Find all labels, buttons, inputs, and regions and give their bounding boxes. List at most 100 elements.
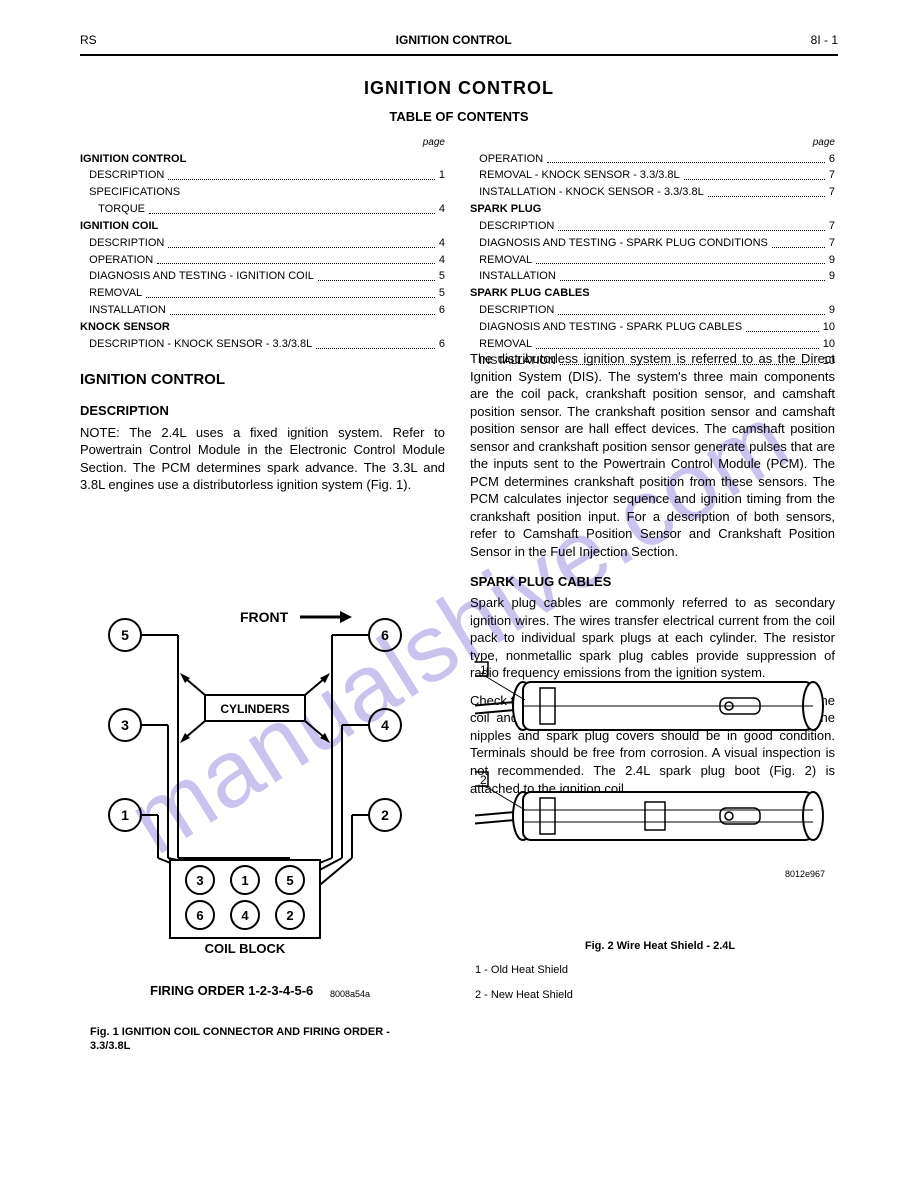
- toc-row[interactable]: OPERATION4: [80, 253, 445, 268]
- toc-label: DESCRIPTION: [80, 168, 164, 183]
- fig2-key1: 1 - Old Heat Shield: [475, 963, 845, 978]
- toc-right-rows: OPERATION6 REMOVAL - KNOCK SENSOR - 3.3/…: [470, 152, 835, 369]
- body-left: IGNITION CONTROL DESCRIPTION NOTE: The 2…: [80, 350, 445, 504]
- toc-label: REMOVAL - KNOCK SENSOR - 3.3/3.8L: [470, 168, 680, 183]
- svg-text:3: 3: [121, 717, 129, 733]
- toc-label: DESCRIPTION: [470, 303, 554, 318]
- figure-1: FRONT 5 3 1 6 4 2 CY: [90, 600, 430, 1054]
- toc-row[interactable]: SPARK PLUG: [470, 202, 835, 217]
- right-para1: The distributorless ignition system is r…: [470, 350, 835, 561]
- header-rule: [80, 54, 838, 56]
- fig1-id: 8008a54a: [330, 988, 370, 1000]
- toc-row[interactable]: INSTALLATION - KNOCK SENSOR - 3.3/3.8L7: [470, 185, 835, 200]
- toc-label: OPERATION: [80, 253, 153, 268]
- svg-text:COIL BLOCK: COIL BLOCK: [205, 941, 286, 956]
- hdr-center: IGNITION CONTROL: [396, 32, 512, 48]
- toc-right: page OPERATION6 REMOVAL - KNOCK SENSOR -…: [470, 136, 835, 370]
- toc-left: page IGNITION CONTROL DESCRIPTION 1 SPECI…: [80, 136, 445, 354]
- toc-label: INSTALLATION: [80, 303, 166, 318]
- h2-spark-cables: SPARK PLUG CABLES: [470, 573, 835, 591]
- toc-dots: [558, 230, 825, 231]
- toc-page: 7: [829, 168, 835, 183]
- toc-page: 6: [439, 303, 445, 318]
- toc-label: DIAGNOSIS AND TESTING - SPARK PLUG CONDI…: [470, 236, 768, 251]
- toc-row[interactable]: REMOVAL 5: [80, 286, 445, 301]
- toc-row[interactable]: DIAGNOSIS AND TESTING - SPARK PLUG CABLE…: [470, 320, 835, 335]
- fig2-svg: 1 2: [475, 650, 845, 930]
- hdr-right: 8I - 1: [811, 32, 838, 48]
- fig2-key2: 2 - New Heat Shield: [475, 988, 845, 1003]
- fig1-caption: Fig. 1 IGNITION COIL CONNECTOR AND FIRIN…: [90, 1025, 430, 1055]
- toc-dots: [316, 348, 435, 349]
- toc-label: SPARK PLUG CABLES: [470, 286, 590, 301]
- toc-label: INSTALLATION: [470, 269, 556, 284]
- toc-dots: [558, 314, 825, 315]
- toc-dots: [708, 196, 825, 197]
- svg-text:4: 4: [381, 717, 389, 733]
- toc-dots: [746, 331, 819, 332]
- toc-row[interactable]: DESCRIPTION7: [470, 219, 835, 234]
- svg-text:6: 6: [196, 908, 203, 923]
- toc-label: IGNITION COIL: [80, 219, 158, 234]
- svg-text:1: 1: [121, 807, 129, 823]
- svg-text:FIRING ORDER 1-2-3-4-5-6: FIRING ORDER 1-2-3-4-5-6: [150, 983, 313, 998]
- toc-dots: [170, 314, 435, 315]
- fig1-svg: FRONT 5 3 1 6 4 2 CY: [90, 600, 420, 1000]
- toc-dots: [149, 213, 435, 214]
- toc-dots: [547, 162, 825, 163]
- toc-row[interactable]: INSTALLATION 9: [470, 269, 835, 284]
- toc-page: 10: [823, 320, 835, 335]
- toc-page: 7: [829, 236, 835, 251]
- page-header: RS IGNITION CONTROL 8I - 1: [80, 32, 838, 48]
- svg-text:4: 4: [241, 908, 249, 923]
- toc-page: 9: [829, 303, 835, 318]
- toc-page: 9: [829, 269, 835, 284]
- toc-dots: [772, 247, 825, 248]
- toc-row[interactable]: REMOVAL - KNOCK SENSOR - 3.3/3.8L 7: [470, 168, 835, 183]
- toc-title: TABLE OF CONTENTS: [80, 108, 838, 126]
- toc-row[interactable]: OPERATION6: [470, 152, 835, 167]
- toc-row[interactable]: DESCRIPTION4: [80, 236, 445, 251]
- toc-label: IGNITION CONTROL: [80, 152, 186, 167]
- svg-text:2: 2: [381, 807, 389, 823]
- toc-row[interactable]: IGNITION CONTROL: [80, 152, 445, 167]
- toc-page: 9: [829, 253, 835, 268]
- toc-row[interactable]: IGNITION COIL: [80, 219, 445, 234]
- toc-row[interactable]: SPECIFICATIONS: [80, 185, 445, 200]
- toc-label: DESCRIPTION: [80, 236, 164, 251]
- svg-text:2: 2: [286, 908, 293, 923]
- fig2-caption: Fig. 2 Wire Heat Shield - 2.4L: [475, 939, 845, 954]
- toc-dots: [536, 348, 819, 349]
- toc-row[interactable]: DIAGNOSIS AND TESTING - SPARK PLUG CONDI…: [470, 236, 835, 251]
- toc-dots: [684, 179, 825, 180]
- toc-label: DIAGNOSIS AND TESTING - IGNITION COIL: [80, 269, 314, 284]
- svg-text:5: 5: [121, 627, 129, 643]
- toc-page-label: page: [813, 136, 835, 150]
- toc-left-rows: IGNITION CONTROL DESCRIPTION 1 SPECIFICAT…: [80, 152, 445, 352]
- toc-label: REMOVAL: [80, 286, 142, 301]
- toc-label: DIAGNOSIS AND TESTING - SPARK PLUG CABLE…: [470, 320, 742, 335]
- toc-label: REMOVAL: [470, 253, 532, 268]
- toc-row[interactable]: DESCRIPTION 9: [470, 303, 835, 318]
- toc-row[interactable]: KNOCK SENSOR: [80, 320, 445, 335]
- hdr-left: RS: [80, 32, 97, 48]
- svg-text:1: 1: [241, 873, 248, 888]
- toc-page-label: page: [423, 136, 445, 150]
- toc-page: 4: [439, 202, 445, 217]
- svg-text:5: 5: [286, 873, 293, 888]
- toc-row[interactable]: REMOVAL 9: [470, 253, 835, 268]
- toc-row[interactable]: DIAGNOSIS AND TESTING - IGNITION COIL 5: [80, 269, 445, 284]
- figure-2: 1 2 8012e967: [475, 650, 845, 1003]
- fig2-id: 8012e967: [785, 868, 825, 880]
- toc-page: 5: [439, 269, 445, 284]
- toc-page: 1: [439, 168, 445, 183]
- toc-dots: [168, 247, 435, 248]
- svg-text:6: 6: [381, 627, 389, 643]
- h1-ignition-control: IGNITION CONTROL: [80, 370, 445, 390]
- toc-label: KNOCK SENSOR: [80, 320, 170, 335]
- toc-row[interactable]: SPARK PLUG CABLES: [470, 286, 835, 301]
- toc-row[interactable]: DESCRIPTION 1: [80, 168, 445, 183]
- toc-page: 5: [439, 286, 445, 301]
- toc-row[interactable]: INSTALLATION 6: [80, 303, 445, 318]
- toc-row[interactable]: TORQUE4: [80, 202, 445, 217]
